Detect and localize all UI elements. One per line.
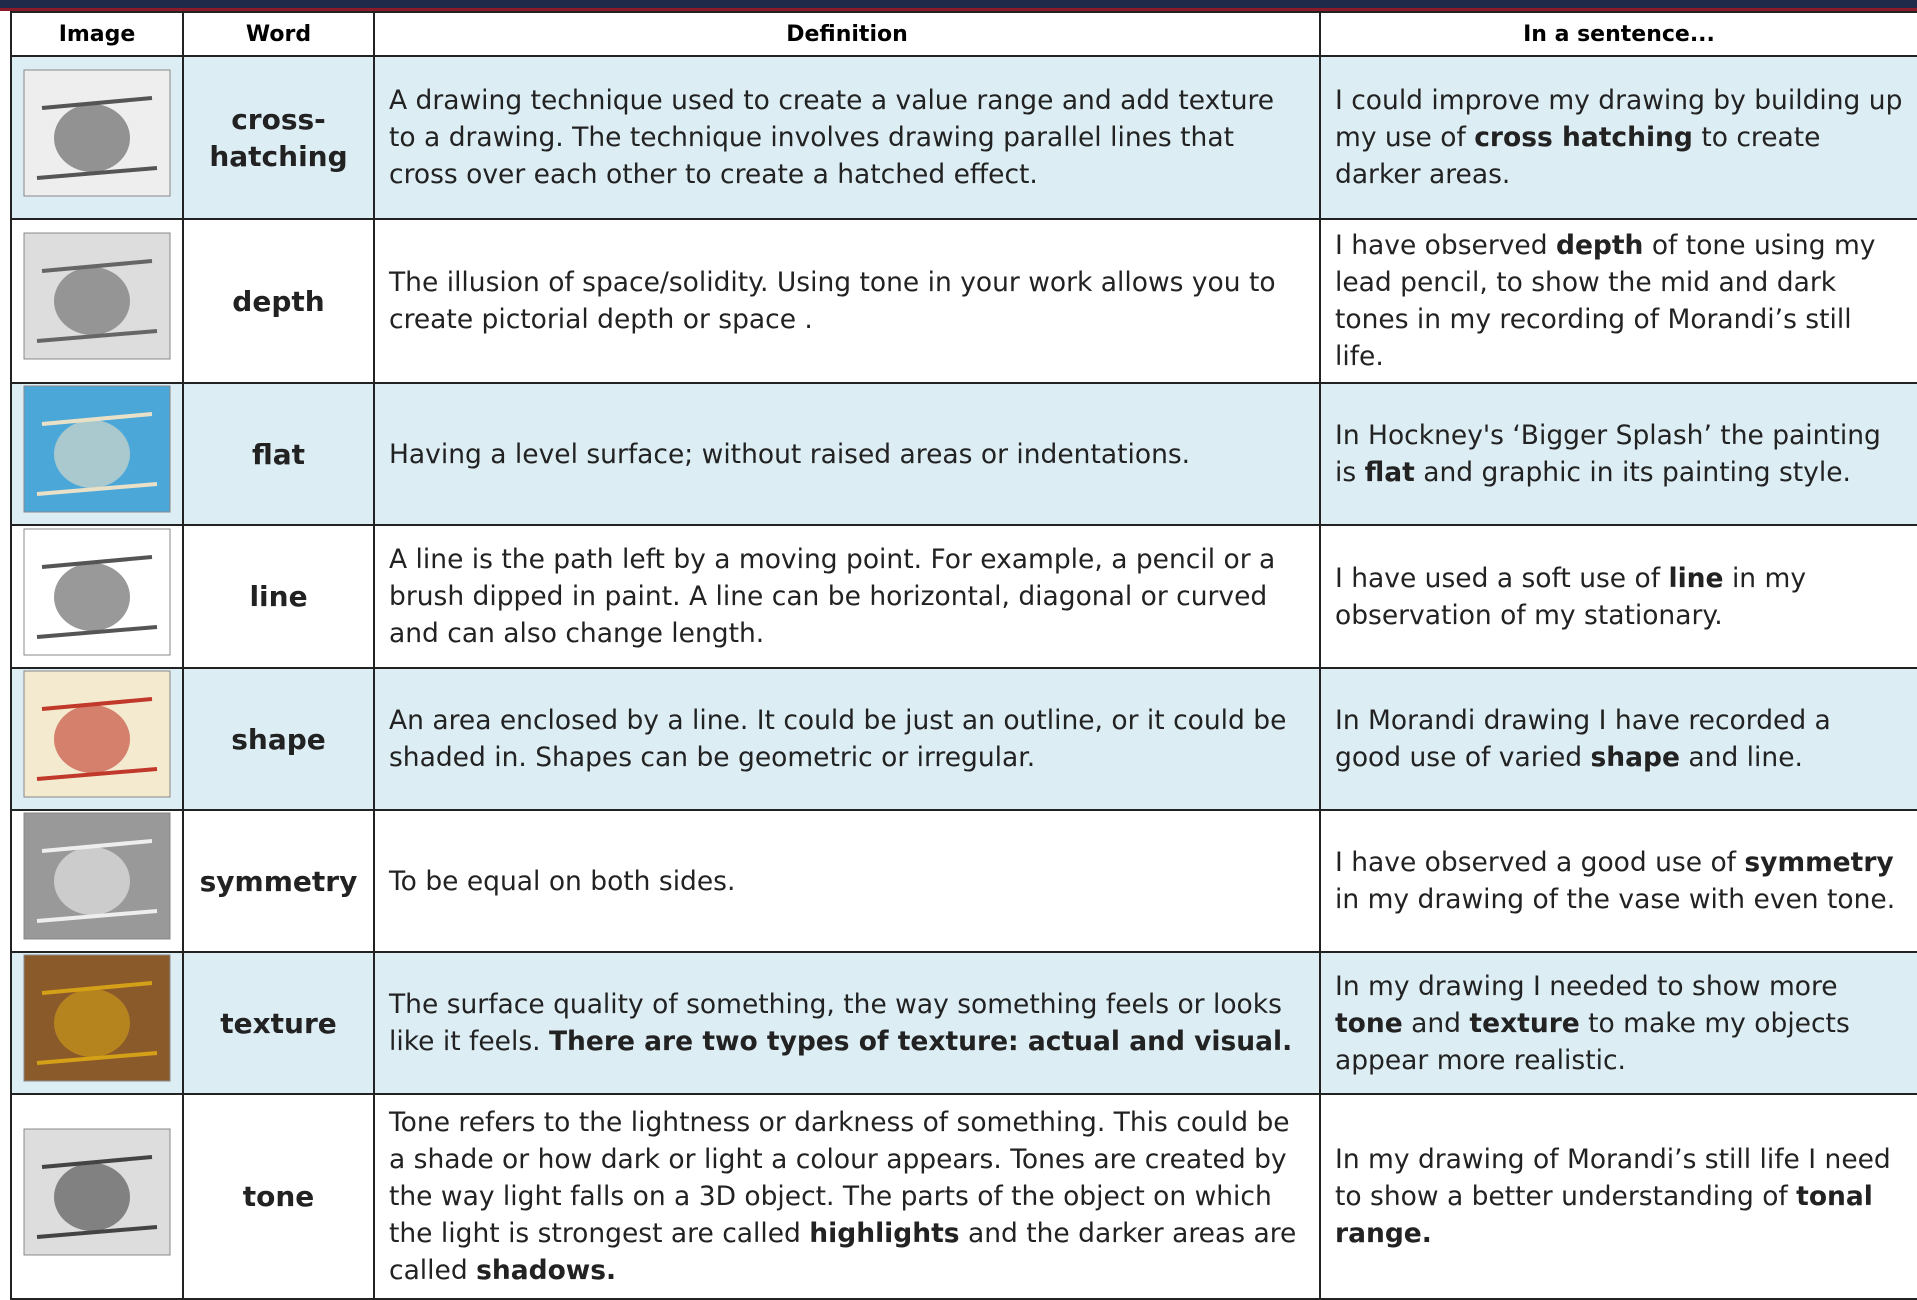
sentence-cell: In my drawing of Morandi’s still life I … (1319, 1093, 1917, 1300)
text-run: line (1668, 562, 1724, 594)
vocab-table: Image Word Definition In a sentence... cros… (10, 11, 1917, 1300)
text-run: to make my objects appear more realistic… (1335, 1007, 1850, 1076)
text-run: of tone using my lead pencil, to show th… (1335, 230, 1876, 372)
thumbnail (23, 528, 171, 655)
thumbnail (23, 812, 171, 940)
thumbnail (23, 954, 171, 1082)
top-bar (0, 0, 1917, 11)
word-cell: line (182, 524, 375, 669)
image-cell (10, 667, 184, 811)
sentence-cell: In my drawing I needed to show more tone… (1319, 951, 1917, 1095)
table-row: symmetry To be equal on both sides. I have… (10, 809, 1917, 953)
text-run: and the darker areas are called (389, 1218, 1297, 1286)
image-cell (10, 809, 184, 953)
text-run: and graphic in its painting style. (1414, 457, 1851, 488)
definition-cell: An area enclosed by a line. It could be … (373, 667, 1321, 811)
text-run: The surface quality of something, the wa… (389, 989, 1282, 1057)
text-run: in my drawing of the vase with even tone… (1335, 884, 1896, 915)
text-run: flat (1364, 457, 1415, 488)
text-run: In Morandi drawing I have recorded a goo… (1335, 705, 1831, 773)
definition-cell: A drawing technique used to create a val… (373, 55, 1321, 220)
text-run: Tone refers to the lightness or darkness… (389, 1107, 1290, 1249)
image-cell (10, 524, 184, 669)
text-run: In my drawing I needed to show more (1335, 970, 1838, 1002)
text-run: tone (1335, 1007, 1403, 1039)
word-cell: depth (182, 218, 375, 384)
text-run: in my observation of my stationary. (1335, 562, 1807, 631)
table-row: cross-hatching A drawing technique used t… (10, 55, 1917, 220)
text-run: A drawing technique used to create a val… (389, 85, 1275, 190)
text-run: A line is the path left by a moving poin… (389, 544, 1276, 649)
definition-cell: Having a level surface; without raised a… (373, 382, 1321, 526)
image-cell (10, 382, 184, 526)
text-run: and (1402, 1007, 1470, 1039)
sentence-cell: I have observed a good use of symmetry i… (1319, 809, 1917, 953)
table-row: line A line is the path left by a moving … (10, 524, 1917, 669)
word-cell: flat (182, 382, 375, 526)
column-header: Word (182, 11, 375, 57)
table-row: flat Having a level surface; without rais… (10, 382, 1917, 526)
thumbnail (23, 232, 171, 360)
thumbnail (23, 1128, 171, 1255)
text-run: shadows. (476, 1255, 617, 1286)
header-row: Image Word Definition In a sentence... (10, 11, 1917, 57)
table-row: depth The illusion of space/solidity. Usi… (10, 218, 1917, 384)
text-run: I have used a soft use of (1335, 562, 1669, 594)
text-run: I could improve my drawing by building u… (1335, 85, 1903, 153)
text-run: In my drawing of Morandi’s still life I … (1335, 1144, 1891, 1212)
word-cell: texture (182, 951, 375, 1095)
word-cell: shape (182, 667, 375, 811)
text-run: In Hockney's ‘Bigger Splash’ the paintin… (1335, 420, 1881, 488)
table-row: texture The surface quality of something,… (10, 951, 1917, 1095)
word-cell: tone (182, 1093, 375, 1300)
text-run: An area enclosed by a line. It could be … (389, 705, 1287, 773)
image-cell (10, 1093, 184, 1300)
word-cell: symmetry (182, 809, 375, 953)
column-header: Image (10, 11, 184, 57)
thumbnail (23, 69, 171, 196)
sentence-cell: In Morandi drawing I have recorded a goo… (1319, 667, 1917, 811)
definition-cell: To be equal on both sides. (373, 809, 1321, 953)
sentence-cell: I have used a soft use of line in my obs… (1319, 524, 1917, 669)
text-run: The illusion of space/solidity. Using to… (389, 267, 1276, 335)
definition-cell: The surface quality of something, the wa… (373, 951, 1321, 1095)
text-run: and line. (1679, 742, 1803, 773)
text-run: I have observed a good use of (1335, 847, 1745, 878)
text-run: symmetry (1744, 847, 1894, 878)
text-run: cross hatching (1474, 122, 1693, 153)
table-row: tone Tone refers to the lightness or dark… (10, 1093, 1917, 1300)
image-cell (10, 218, 184, 384)
column-header: Definition (373, 11, 1321, 57)
text-run: To be equal on both sides. (389, 865, 736, 897)
image-cell (10, 55, 184, 220)
text-run: highlights (809, 1218, 960, 1249)
text-run: shape (1590, 742, 1680, 773)
sentence-cell: In Hockney's ‘Bigger Splash’ the paintin… (1319, 382, 1917, 526)
text-run: texture (1469, 1007, 1580, 1039)
thumbnail (23, 385, 171, 513)
sentence-cell: I could improve my drawing by building u… (1319, 55, 1917, 220)
text-run: There are two types of texture: actual a… (548, 1026, 1293, 1057)
sentence-cell: I have observed depth of tone using my l… (1319, 218, 1917, 384)
text-run: tonal range. (1335, 1181, 1873, 1249)
thumbnail (23, 670, 171, 798)
text-run: I have observed (1335, 230, 1556, 261)
definition-cell: A line is the path left by a moving poin… (373, 524, 1321, 669)
column-header: In a sentence... (1319, 11, 1917, 57)
definition-cell: Tone refers to the lightness or darkness… (373, 1093, 1321, 1300)
definition-cell: The illusion of space/solidity. Using to… (373, 218, 1321, 384)
text-run: to create darker areas. (1335, 122, 1821, 190)
text-run: depth (1555, 230, 1644, 261)
text-run: Having a level surface; without raised a… (389, 438, 1191, 470)
table-row: shape An area enclosed by a line. It coul… (10, 667, 1917, 811)
image-cell (10, 951, 184, 1095)
word-cell: cross-hatching (182, 55, 375, 220)
